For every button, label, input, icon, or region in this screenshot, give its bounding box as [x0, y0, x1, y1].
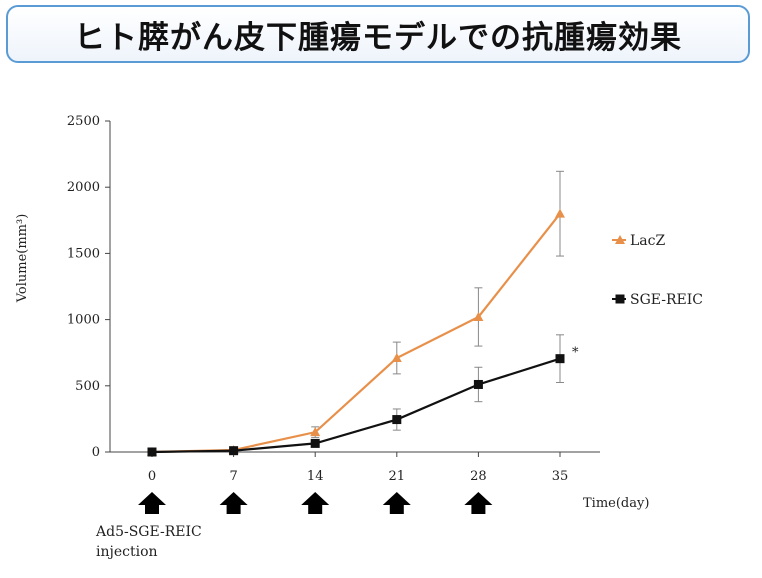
legend-marker	[615, 235, 625, 244]
data-point	[147, 447, 157, 457]
y-tick-label: 0	[92, 445, 100, 460]
axes: 0 500 1000 1500 2000 2500 0 7 14 21 28 35 Time(day) V…	[15, 114, 649, 511]
injection-label-line2: injection	[96, 544, 158, 560]
x-tick-label: 0	[148, 469, 156, 484]
y-tick-label: 2000	[67, 180, 100, 195]
legend: LacZ SGE-REIC	[612, 233, 703, 308]
x-axis-label: Time(day)	[583, 496, 649, 511]
injection-arrow-icon	[382, 492, 411, 514]
data-point	[229, 446, 239, 456]
injection-arrow-icon	[138, 492, 166, 514]
data-point	[473, 379, 483, 389]
data-point	[310, 438, 320, 448]
y-tick-label: 2500	[67, 114, 100, 129]
significance-annotation: *	[572, 346, 579, 361]
injection-arrow-icon	[464, 492, 493, 514]
data-point	[555, 354, 565, 364]
x-tick-label: 14	[307, 469, 324, 484]
y-tick-label: 1500	[67, 246, 100, 261]
injection-arrow-icon	[301, 492, 330, 514]
x-tick-label: 7	[229, 469, 237, 484]
y-axis-label: Volume(mm³)	[15, 214, 30, 304]
data-point	[310, 427, 321, 437]
series-lacz	[147, 170, 565, 456]
x-tick-label: 35	[552, 469, 569, 484]
data-point	[392, 415, 402, 425]
legend-label: LacZ	[630, 233, 665, 249]
title-banner: ヒト膵がん皮下腫瘍モデルでの抗腫瘍効果	[6, 5, 750, 63]
y-tick-label: 1000	[67, 313, 100, 328]
data-point	[473, 311, 484, 321]
series-line	[151, 212, 561, 454]
injection-label-line1: Ad5-SGE-REIC	[95, 524, 202, 540]
series-sge-reic	[147, 334, 565, 457]
x-tick-label: 28	[470, 469, 487, 484]
legend-entry: SGE-REIC	[612, 292, 703, 308]
chart-marks: *	[147, 170, 579, 457]
series-line	[151, 357, 561, 454]
injection-arrow-icon	[219, 492, 248, 514]
x-tick-label: 21	[389, 469, 406, 484]
legend-entry: LacZ	[612, 233, 665, 249]
chart-title: ヒト膵がん皮下腫瘍モデルでの抗腫瘍効果	[74, 19, 682, 56]
y-tick-label: 500	[75, 379, 100, 394]
data-point	[555, 208, 565, 218]
legend-label: SGE-REIC	[630, 292, 703, 308]
injection-markers: Ad5-SGE-REIC injection	[95, 492, 493, 560]
legend-marker	[615, 294, 625, 304]
data-point	[391, 352, 402, 362]
